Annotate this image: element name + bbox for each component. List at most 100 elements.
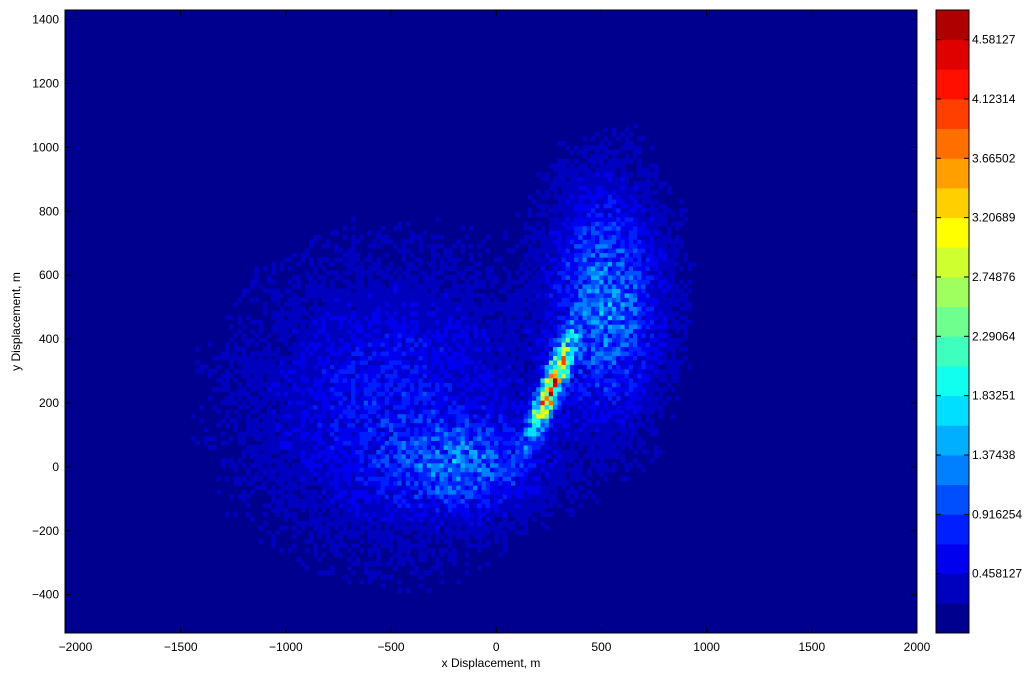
heatmap-cell <box>637 391 642 397</box>
heatmap-cell <box>523 445 529 450</box>
heatmap-cell <box>523 302 529 307</box>
heatmap-cell <box>675 364 680 370</box>
heatmap-cell <box>241 337 247 343</box>
heatmap-cell <box>561 436 566 441</box>
heatmap-cell <box>363 570 369 576</box>
heatmap-cell <box>405 364 411 370</box>
heatmap-cell <box>309 516 314 522</box>
heatmap-cell <box>519 351 524 356</box>
heatmap-cell <box>300 378 306 383</box>
heatmap-cell <box>254 373 259 379</box>
heatmap-cell <box>561 427 566 433</box>
heatmap-cell <box>304 494 310 500</box>
heatmap-cell <box>330 431 335 437</box>
heatmap-cell <box>283 386 289 392</box>
heatmap-cell <box>216 476 221 482</box>
heatmap-cell <box>330 521 335 526</box>
heatmap-cell <box>510 413 516 419</box>
heatmap-cell <box>536 445 541 450</box>
heatmap-cell <box>376 293 381 298</box>
heatmap-cell <box>578 386 583 392</box>
heatmap-cell <box>363 485 369 491</box>
heatmap-cell <box>590 494 596 500</box>
heatmap-cell <box>380 386 386 392</box>
heatmap-cell <box>641 337 646 343</box>
heatmap-cell <box>325 570 331 576</box>
heatmap-cell <box>342 324 348 330</box>
heatmap-cell <box>372 570 377 576</box>
heatmap-cell <box>485 449 491 455</box>
heatmap-cell <box>481 489 487 495</box>
heatmap-cell <box>313 507 318 513</box>
heatmap-cell <box>582 395 588 401</box>
heatmap-cell <box>628 400 634 406</box>
heatmap-cell <box>523 351 529 356</box>
heatmap-cell <box>266 422 272 428</box>
heatmap-cell <box>422 530 428 535</box>
heatmap-cell <box>616 324 621 330</box>
heatmap-cell <box>351 516 356 522</box>
heatmap-cell <box>330 288 335 294</box>
heatmap-cell <box>456 427 461 433</box>
heatmap-cell <box>426 588 432 594</box>
heatmap-cell <box>447 342 453 348</box>
heatmap-cell <box>595 373 600 379</box>
heatmap-cell <box>510 297 516 303</box>
heatmap-cell <box>380 400 386 406</box>
heatmap-cell <box>515 378 520 383</box>
heatmap-cell <box>658 391 663 397</box>
heatmap-cell <box>397 552 402 558</box>
heatmap-cell <box>334 382 339 388</box>
heatmap-cell <box>670 310 676 316</box>
heatmap-cell <box>304 413 310 419</box>
heatmap-cell <box>237 315 243 321</box>
heatmap-cell <box>590 342 596 348</box>
heatmap-cell <box>489 351 495 356</box>
heatmap-cell <box>586 386 592 392</box>
heatmap-cell <box>296 373 301 379</box>
heatmap-cell <box>569 512 575 517</box>
heatmap-cell <box>498 369 503 374</box>
heatmap-cell <box>254 422 259 428</box>
heatmap-cell <box>271 427 276 433</box>
heatmap-cell <box>447 302 453 307</box>
heatmap-cell <box>292 498 297 504</box>
heatmap-cell <box>401 395 407 401</box>
heatmap-cell <box>510 306 516 312</box>
heatmap-cell <box>346 516 352 522</box>
heatmap-cell <box>410 333 415 339</box>
heatmap-cell <box>224 400 230 406</box>
heatmap-cell <box>271 310 276 316</box>
heatmap-cell <box>473 476 478 482</box>
heatmap-cell <box>527 324 533 330</box>
heatmap-cell <box>502 351 508 356</box>
heatmap-cell <box>300 503 306 509</box>
heatmap-cell <box>616 386 621 392</box>
heatmap-cell <box>506 346 512 352</box>
heatmap-cell <box>388 395 394 401</box>
heatmap-cell <box>296 503 301 509</box>
heatmap-cell <box>565 422 571 428</box>
heatmap-cell <box>502 418 508 424</box>
heatmap-cell <box>384 310 390 316</box>
heatmap-cell <box>506 525 512 531</box>
heatmap-cell <box>489 503 495 509</box>
heatmap-cell <box>464 422 470 428</box>
heatmap-cell <box>628 436 634 441</box>
heatmap-cell <box>595 440 600 446</box>
heatmap-cell <box>380 297 386 303</box>
heatmap-cell <box>439 413 444 419</box>
heatmap-cell <box>452 400 457 406</box>
heatmap-cell <box>557 315 562 321</box>
heatmap-cell <box>229 400 234 406</box>
heatmap-cell <box>431 516 436 522</box>
heatmap-cell <box>590 355 596 361</box>
heatmap-cell <box>569 319 575 325</box>
heatmap-cell <box>435 565 440 571</box>
heatmap-cell <box>296 530 301 535</box>
heatmap-cell <box>237 476 243 482</box>
heatmap-cell <box>460 431 466 437</box>
heatmap-cell <box>397 315 402 321</box>
heatmap-cell <box>456 378 461 383</box>
heatmap-cell <box>595 319 600 325</box>
